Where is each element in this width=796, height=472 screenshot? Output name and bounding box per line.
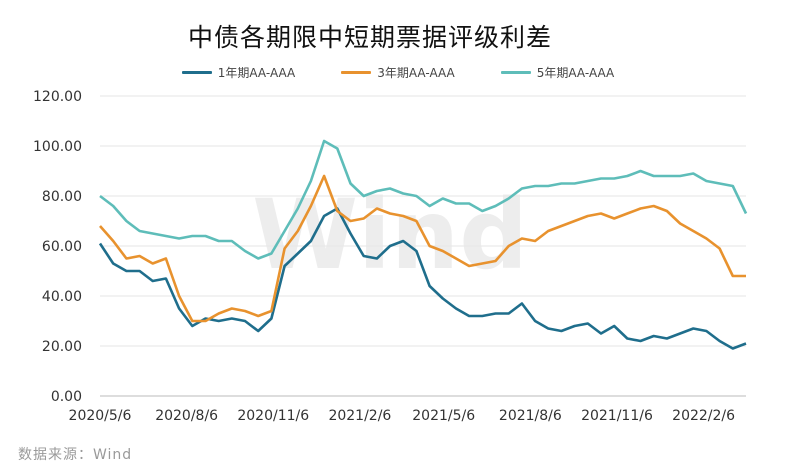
legend-item-1: 1年期AA-AAA — [181, 64, 296, 81]
x-tick-label: 2021/8/6 — [499, 408, 562, 424]
series-lines — [98, 139, 748, 350]
legend-label: 1年期AA-AAA — [217, 66, 296, 80]
y-tick-label: 100.00 — [33, 139, 82, 155]
x-tick-label: 2020/8/6 — [155, 408, 218, 424]
x-tick-label: 2020/5/6 — [69, 408, 132, 424]
legend-swatch — [341, 71, 372, 74]
y-tick-label: 0.00 — [51, 389, 82, 405]
x-tick-label: 2020/11/6 — [237, 408, 309, 424]
y-tick-label: 20.00 — [42, 339, 82, 355]
series-line-3 — [99, 139, 748, 260]
line-chart: Wind 0.00 20.00 40.00 60.00 80.00 100.00 120.0… — [33, 89, 748, 424]
watermark-text: Wind — [252, 179, 528, 291]
legend-swatch — [500, 71, 531, 74]
legend-label: 5年期AA-AAA — [536, 66, 615, 80]
y-tick-label: 40.00 — [42, 289, 82, 305]
y-tick-label: 120.00 — [33, 89, 82, 105]
x-tick-label: 2022/2/6 — [672, 408, 735, 424]
x-tick-label: 2021/2/6 — [328, 408, 391, 424]
y-tick-label: 80.00 — [42, 189, 82, 205]
legend-item-2: 3年期AA-AAA — [341, 64, 455, 81]
x-axis: 2020/5/6 2020/8/6 2020/11/6 2021/2/6 2021/5/… — [69, 408, 736, 424]
chart-title: 中债各期限中短期票据评级利差 — [187, 23, 552, 52]
gridlines — [100, 95, 746, 397]
legend-swatch — [181, 71, 212, 74]
x-tick-label: 2021/11/6 — [581, 408, 653, 424]
y-tick-label: 60.00 — [42, 239, 82, 255]
legend-label: 3年期AA-AAA — [377, 66, 455, 80]
y-axis: 0.00 20.00 40.00 60.00 80.00 100.00 120.00 — [33, 89, 82, 405]
series-line-2 — [99, 174, 746, 323]
legend: 1年期AA-AAA 3年期AA-AAA 5年期AA-AAA — [0, 64, 796, 81]
x-tick-label: 2021/5/6 — [412, 408, 475, 424]
legend-item-3: 5年期AA-AAA — [500, 64, 615, 81]
wind-watermark: Wind — [252, 179, 528, 291]
source-note: 数据来源：Wind — [18, 447, 133, 463]
